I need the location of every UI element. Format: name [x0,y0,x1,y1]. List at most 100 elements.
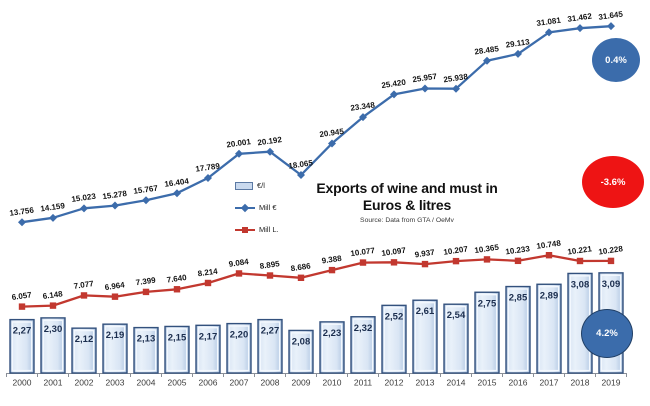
bar-bevel [73,329,95,372]
point-label: 31.081 [536,16,562,28]
point-label: 7.399 [135,276,157,288]
bar-label: 2,89 [540,290,559,301]
line-path [20,254,613,308]
diamond-marker [80,204,88,213]
chart-title-line1: Exports of wine and must in [316,180,498,196]
bar-bevel [476,293,498,372]
point-label: 10.233 [505,244,531,256]
diamond-marker [452,84,460,93]
point-label: 15.278 [102,189,128,201]
bar-label: 3,09 [602,279,621,290]
bar-label: 2,27 [13,326,32,337]
point-label: 7.077 [73,279,95,291]
bar [133,326,159,374]
point-label: 10.097 [381,246,407,258]
bar-bevel [42,319,64,372]
x-axis-label: 2017 [540,378,559,388]
square-marker [452,257,460,265]
x-axis-label: 2010 [323,378,342,388]
diamond-marker [576,24,584,33]
diamond-marker [390,90,398,99]
x-axis-label: 2015 [478,378,497,388]
point-label: 25.957 [412,72,438,84]
bar-label: 2,19 [106,330,125,341]
bar-bevel [383,307,405,372]
square-marker [266,272,274,279]
point-label: 14.159 [40,201,66,213]
square-marker [49,302,57,309]
square-marker [173,286,181,293]
square-marker [359,259,367,266]
bar-label: 2,13 [137,334,156,345]
square-marker [80,292,88,299]
diamond-marker [266,147,274,156]
x-axis-label: 2018 [571,378,590,388]
bar-label: 2,85 [509,293,528,304]
line-path [20,25,613,224]
bar-bevel [445,305,467,372]
square-marker [111,293,119,300]
x-axis-label: 2013 [416,378,435,388]
bar-swatch-icon [235,181,253,190]
x-axis-label: 2005 [168,378,187,388]
bar-bevel [104,325,126,372]
diamond-marker [514,49,522,58]
bar-label: 2,32 [354,323,373,334]
square-marker [576,257,584,265]
diamond-marker [483,56,491,65]
point-label: 16.404 [164,177,190,189]
point-label: 20.001 [226,137,252,149]
point-label: 8.686 [290,261,312,273]
point-label: 8.214 [197,267,219,279]
bar-label: 3,08 [571,279,590,290]
x-axis-label: 2003 [106,378,125,388]
legend-label-mill-litres: Mill L. [259,225,279,234]
point-label: 20.192 [257,135,283,147]
x-axis-label: 2000 [13,378,32,388]
point-label: 23.348 [350,100,376,112]
point-label: 8.895 [259,259,281,271]
bar-label: 2,15 [168,332,187,343]
bar [226,322,252,374]
bar [40,317,66,374]
square-marker [18,303,26,310]
x-axis-label: 2007 [230,378,249,388]
bar-bevel [228,325,250,372]
point-label: 20.945 [319,127,345,139]
point-label: 10.748 [536,238,562,250]
bar-bevel [259,321,281,372]
legend-item-mill-litres: Mill L. [235,223,279,236]
bar [195,324,221,374]
bar-label: 2,17 [199,331,218,342]
bar-bevel [414,301,436,372]
line-diamond-icon [235,203,255,212]
bar-label: 2,23 [323,328,342,339]
bar [412,299,438,374]
legend-label-mill-eur: Mill € [259,203,277,212]
x-axis-label: 2006 [199,378,218,388]
point-label: 10.221 [567,244,593,256]
bar-bevel [11,321,33,372]
bar [350,316,376,374]
bar-label: 2,61 [416,306,435,317]
x-axis-label: 2011 [354,378,373,388]
bar-label: 2,75 [478,298,497,309]
line-square-icon [235,225,255,234]
diamond-marker [328,139,336,148]
square-marker [297,274,305,282]
square-marker [390,259,398,266]
bar-bevel [321,323,343,372]
square-marker [421,260,429,268]
bar [102,323,128,374]
point-label: 25.938 [443,72,469,84]
diamond-marker [421,84,429,93]
bar-label: 2,52 [385,311,404,322]
point-label: 13.756 [9,206,35,218]
point-label: 6.057 [11,290,33,302]
bar-bevel [538,285,560,372]
badge-mill-litres-change: -3.6% [582,156,644,208]
x-axis-label: 2016 [509,378,528,388]
bar-bevel [166,328,188,372]
x-axis: 2000 2001 2002 2003 2004 2005 2006 2007 2008 2009… [6,373,627,388]
